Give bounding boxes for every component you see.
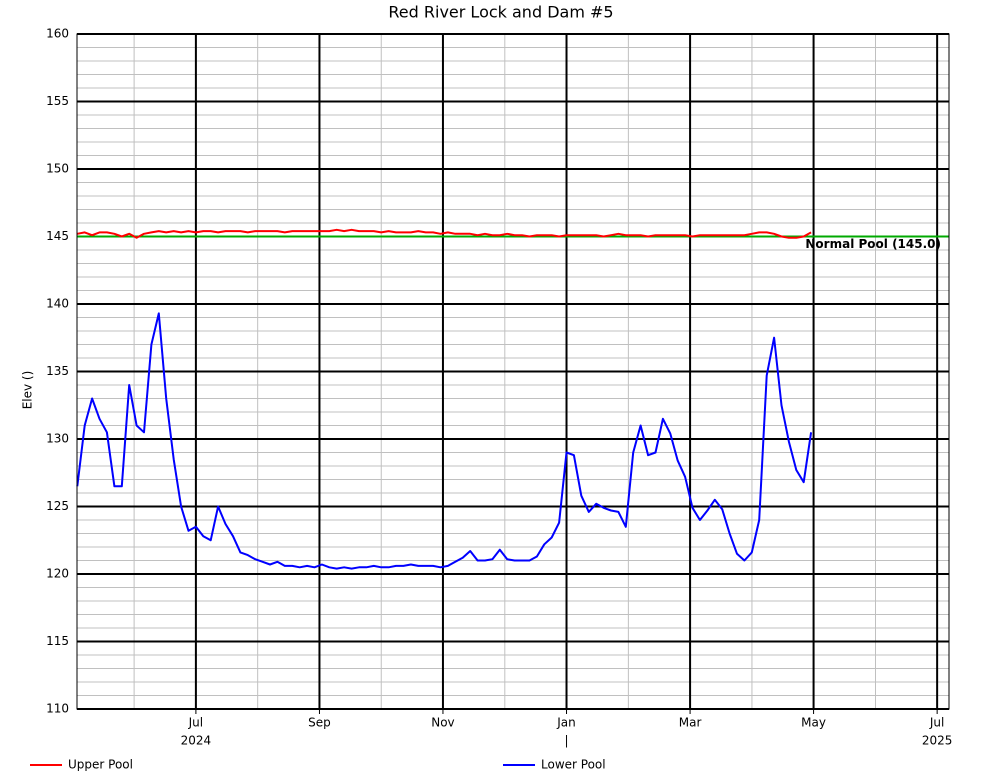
legend-label: Lower Pool [541,758,606,772]
y-tick-label: 155 [46,94,69,108]
plot-frame [76,33,950,710]
grid [77,33,949,710]
x-tick-label: Jul [929,716,944,730]
x-tick-label: May [801,716,826,730]
x-year-label: 2025 [922,734,953,748]
y-tick-label: 145 [46,229,69,243]
plot-area: Normal Pool (145.0) [76,228,949,570]
chart-title: Red River Lock and Dam #5 [388,3,613,22]
x-tick-label: Nov [431,716,454,730]
series-line [77,228,812,239]
x-tick-label: Sep [308,716,331,730]
x-tick-label: Jul [188,716,203,730]
x-year-label: 2024 [181,734,212,748]
y-tick-label: 130 [46,432,69,446]
legend-label: Upper Pool [68,758,133,772]
y-tick-label: 160 [46,27,69,41]
y-axis-label: Elev () [21,371,35,410]
series-line [76,312,813,570]
x-tick-label: Jan [556,716,576,730]
y-tick-label: 110 [46,702,69,716]
y-tick-label: 135 [46,364,69,378]
y-tick-label: 120 [46,567,69,581]
reference-label: Normal Pool (145.0) [805,237,941,251]
y-tick-label: 125 [46,499,69,513]
y-tick-label: 150 [46,162,69,176]
x-year-label: | [564,734,568,748]
x-tick-label: Mar [679,716,702,730]
y-tick-label: 115 [46,634,69,648]
y-tick-label: 140 [46,297,69,311]
